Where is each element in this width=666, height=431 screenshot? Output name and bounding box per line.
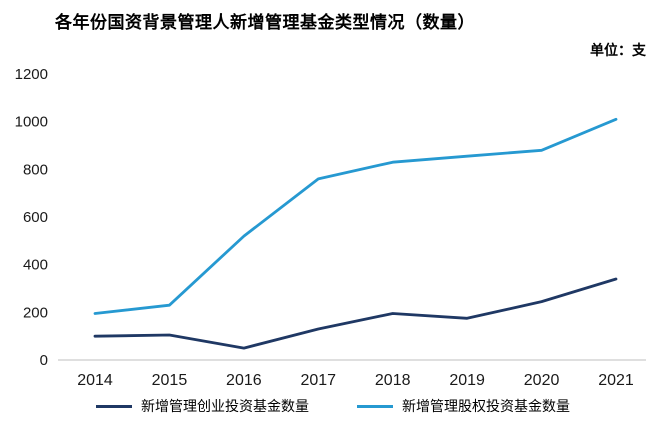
x-tick-label: 2016: [226, 372, 262, 389]
chart-title: 各年份国资背景管理人新增管理基金类型情况（数量）: [55, 13, 475, 32]
legend-item-1: 新增管理股权投资基金数量: [357, 396, 570, 416]
y-tick-label: 0: [40, 352, 48, 369]
legend-label: 新增管理股权投资基金数量: [402, 398, 570, 414]
unit-label: 单位：支: [590, 42, 646, 58]
x-tick-label: 2014: [77, 372, 113, 389]
x-tick-label: 2021: [598, 372, 634, 389]
series-line-1: [93, 117, 618, 315]
y-tick-label: 1000: [15, 114, 48, 131]
x-tick-label: 2015: [152, 372, 188, 389]
x-tick-label: 2017: [300, 372, 336, 389]
x-tick-label: 2020: [524, 372, 560, 389]
legend-line-swatch: [96, 404, 132, 408]
line-chart: 0 200 400 600 800 1000 1200 2014 2015 2016 2017 201…: [15, 66, 646, 389]
legend-label: 新增管理创业投资基金数量: [141, 398, 309, 414]
chart-legend: 新增管理创业投资基金数量 新增管理股权投资基金数量: [0, 396, 666, 416]
x-tick-label: 2018: [375, 372, 411, 389]
x-tick-label: 2019: [449, 372, 485, 389]
series-line-0: [93, 277, 618, 350]
legend-line-swatch: [357, 404, 393, 408]
y-tick-label: 800: [23, 161, 48, 178]
y-tick-label: 200: [23, 304, 48, 321]
y-tick-label: 600: [23, 209, 48, 226]
y-tick-label: 1200: [15, 66, 48, 83]
legend-item-0: 新增管理创业投资基金数量: [96, 396, 309, 416]
y-tick-label: 400: [23, 257, 48, 274]
